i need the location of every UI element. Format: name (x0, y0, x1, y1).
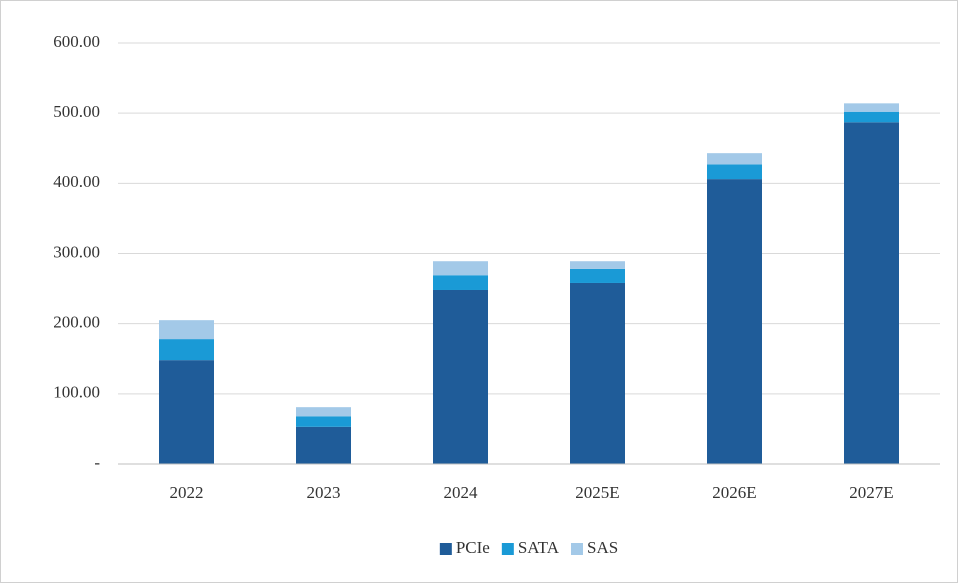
bar-segment (296, 416, 351, 427)
bar-segment (570, 268, 625, 283)
bar-segment (707, 179, 762, 464)
bar-segment (707, 153, 762, 165)
legend-label: SATA (518, 538, 560, 557)
y-tick-label: 600.00 (53, 32, 100, 51)
legend-swatch (570, 543, 583, 555)
y-tick-label: 400.00 (53, 172, 100, 191)
bar-segment (433, 275, 488, 290)
bar-segment (159, 320, 214, 340)
bar-segment (707, 164, 762, 180)
y-tick-label: 300.00 (53, 242, 100, 261)
x-tick-label: 2027E (849, 483, 893, 502)
bar-segment (433, 289, 488, 464)
bar-segment (844, 103, 899, 112)
x-tick-label: 2024 (444, 483, 479, 502)
y-tick-label: 500.00 (53, 102, 100, 121)
legend-swatch (439, 543, 452, 555)
y-tick-label: 200.00 (53, 313, 100, 332)
bar-segment (296, 426, 351, 464)
bar-segment (159, 339, 214, 361)
x-tick-label: 2023 (307, 483, 341, 502)
bar-segment (433, 261, 488, 276)
bar-segment (844, 111, 899, 123)
y-tick-label: - (94, 453, 100, 472)
legend-label: PCIe (456, 538, 490, 557)
legend-label: SAS (587, 538, 618, 557)
legend-swatch (501, 543, 514, 555)
bar-segment (296, 407, 351, 417)
x-tick-label: 2026E (712, 483, 756, 502)
bar-segment (159, 360, 214, 464)
bar-segment (844, 122, 899, 464)
bar-segment (570, 282, 625, 464)
bar-segment (570, 261, 625, 269)
y-tick-label: 100.00 (53, 383, 100, 402)
x-tick-label: 2022 (170, 483, 204, 502)
x-tick-label: 2025E (575, 483, 619, 502)
